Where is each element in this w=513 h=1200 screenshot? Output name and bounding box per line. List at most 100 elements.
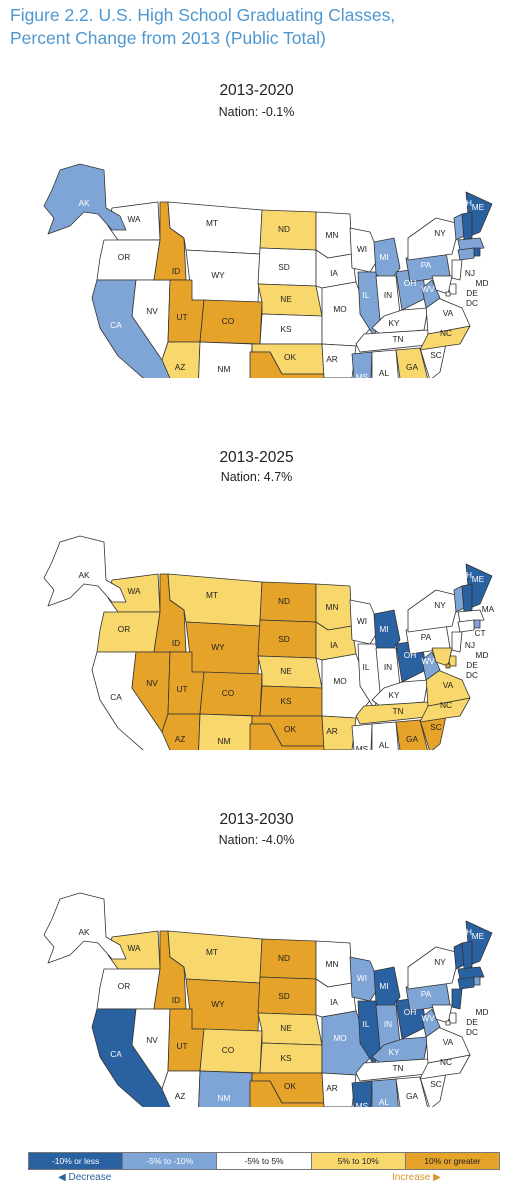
state-label-ar: AR [326,726,338,736]
state-label-nh: NH [460,927,472,937]
legend-label: -5% to 5% [244,1156,284,1166]
state-label-il: IL [363,662,370,672]
state-label-ks: KS [280,1053,292,1063]
state-label-nm: NM [218,1093,231,1103]
state-label-co: CO [222,1045,235,1055]
state-label-ut: UT [176,684,187,694]
state-tx [249,723,326,750]
legend-swatch-white: -5% to 5% [217,1153,312,1169]
state-label-tn: TN [392,334,403,344]
state-label-vt: VT [439,202,450,212]
state-label-nc: NC [440,328,452,338]
legend-swatch-yellow: 5% to 10% [311,1153,406,1169]
state-label-nj: NJ [465,997,475,1007]
state-ma [457,609,485,623]
state-label-oh: OH [404,278,416,288]
state-label-ok: OK [284,1081,296,1091]
legend-swatch-orange: 10% or greater [405,1153,500,1169]
state-label-wa: WA [127,214,141,224]
state-label-de: DE [466,1017,478,1027]
state-label-nm: NM [218,364,231,374]
state-ga [395,719,428,750]
state-label-or: OR [118,981,130,991]
state-wv [421,279,441,309]
state-label-sd: SD [278,262,290,272]
state-label-me: ME [472,574,485,584]
state-label-mn: MN [326,230,339,240]
state-label-wa: WA [127,943,141,953]
state-label-ma: MA [482,961,495,971]
state-label-ks: KS [280,324,292,334]
state-label-id: ID [172,995,180,1005]
state-label-wy: WY [211,642,225,652]
state-label-ar: AR [326,1083,338,1093]
map-title: 2013-2030 [219,811,294,828]
state-label-ia: IA [330,640,338,650]
legend-label: 10% or greater [424,1156,481,1166]
state-label-id: ID [172,266,180,276]
state-label-ct: CT [474,985,485,995]
state-ny [407,946,461,990]
state-ri [473,619,481,629]
us-choropleth-map: WAORCANVIDMTWYUTCOAZNMNDSDNEKSOKTXMNIAMO… [43,163,495,378]
state-ri [473,247,481,257]
state-label-de: DE [466,660,478,670]
state-wv [421,1008,441,1038]
state-label-mi: MI [379,252,388,262]
state-label-dc: DC [466,1027,478,1037]
state-label-il: IL [363,1019,370,1029]
state-label-ne: NE [280,666,292,676]
state-ms [351,1080,373,1107]
state-label-mo: MO [333,676,347,686]
state-al [371,349,399,378]
state-ri [473,976,481,986]
state-nh [461,211,473,241]
state-label-ia: IA [330,997,338,1007]
state-label-ne: NE [280,294,292,304]
state-label-wy: WY [211,999,225,1009]
legend-swatch-light-blue: -5% to -10% [123,1153,218,1169]
state-label-wi: WI [357,973,367,983]
state-label-mt: MT [206,590,218,600]
us-choropleth-map: WAORCANVIDMTWYUTCOAZNMNDSDNEKSOKTXMNIAMO… [43,535,495,750]
state-label-ky: KY [388,690,400,700]
us-choropleth-map: WAORCANVIDMTWYUTCOAZNMNDSDNEKSOKTXMNIAMO… [43,892,495,1107]
state-label-wy: WY [211,270,225,280]
state-dc [445,663,451,669]
legend-swatch-dark-blue: -10% or less [29,1153,124,1169]
state-label-nc: NC [440,700,452,710]
state-tx [249,1080,326,1107]
state-label-al: AL [379,368,390,378]
state-label-oh: OH [404,1007,416,1017]
state-label-ma: MA [482,604,495,614]
state-label-sc: SC [430,350,442,360]
state-label-in: IN [384,1019,392,1029]
state-label-tn: TN [392,706,403,716]
state-label-il: IL [363,290,370,300]
state-label-wv: WV [421,284,435,294]
increase-label: Increase ▶ [392,1172,441,1183]
state-az [161,341,201,378]
state-nm [198,1070,253,1107]
state-az [161,1070,201,1107]
state-label-wa: WA [127,586,141,596]
state-ct [457,247,475,261]
state-label-dc: DC [466,298,478,308]
state-label-co: CO [222,688,235,698]
state-label-nd: ND [278,224,290,234]
state-al [371,721,399,750]
state-ar [321,1072,357,1107]
state-ar [321,343,357,378]
state-label-or: OR [118,252,130,262]
figure-title-line1: Figure 2.2. U.S. High School Graduating … [10,5,396,25]
state-label-pa: PA [421,632,432,642]
state-label-ia: IA [330,268,338,278]
state-nj [451,631,463,653]
state-label-ga: GA [406,734,418,744]
state-label-wi: WI [357,244,367,254]
state-label-ak: AK [78,927,90,937]
state-label-de: DE [466,288,478,298]
state-label-ny: NY [434,600,446,610]
state-label-pa: PA [421,260,432,270]
state-label-tn: TN [392,1063,403,1073]
